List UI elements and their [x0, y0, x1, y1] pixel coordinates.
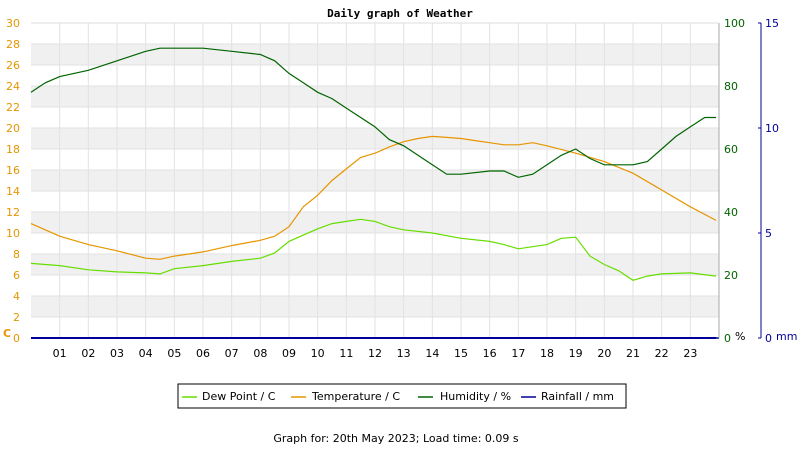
y-tick-label-mm: 10 [765, 122, 779, 135]
y-tick-label-mm: 15 [765, 17, 779, 30]
y-tick-label-percent: 60 [724, 143, 738, 156]
y-tick-label-celsius: 6 [13, 269, 20, 282]
x-tick-label: 13 [397, 347, 411, 360]
series-line-humidity [30, 47, 717, 178]
x-tick-label: 05 [167, 347, 181, 360]
y-tick-label-percent: 40 [724, 206, 738, 219]
y-tick-label-celsius: 16 [6, 164, 20, 177]
y-tick-label-percent: 0 [724, 332, 731, 345]
legend: Dew Point / C Temperature / C Humidity /… [177, 383, 627, 409]
y-tick-label-percent: 100 [724, 17, 745, 30]
x-tick-label: 15 [454, 347, 468, 360]
y-tick-label-celsius: 14 [6, 185, 20, 198]
y-tick-label-celsius: 22 [6, 101, 20, 114]
vertical-grid [59, 23, 691, 338]
y-tick-label-celsius: 20 [6, 122, 20, 135]
chart-title: Daily graph of Weather [327, 7, 473, 20]
x-tick-label: 22 [655, 347, 669, 360]
x-tick-label: 12 [368, 347, 382, 360]
legend-label-humidity: Humidity / % [440, 390, 511, 403]
x-tick-label: 11 [339, 347, 353, 360]
series-line-dewpoint [30, 218, 717, 281]
x-tick-label: 07 [225, 347, 239, 360]
y-tick-label-celsius: 24 [6, 80, 20, 93]
legend-label-temperature: Temperature / C [311, 390, 400, 403]
y-tick-label-celsius: 12 [6, 206, 20, 219]
series-line-temperature [30, 135, 717, 260]
y-axis-unit-mm: mm [776, 330, 797, 343]
x-tick-label: 23 [683, 347, 697, 360]
axes: 01 02 03 04 05 06 07 08 09 10 11 12 13 14 15 16 17 18 19 20… [3, 17, 797, 360]
x-tick-label: 17 [511, 347, 525, 360]
x-tick-label: 03 [110, 347, 124, 360]
x-tick-label: 18 [540, 347, 554, 360]
y-tick-label-celsius: 2 [13, 311, 20, 324]
y-tick-label-celsius: 10 [6, 227, 20, 240]
x-tick-label: 01 [53, 347, 67, 360]
x-tick-label: 09 [282, 347, 296, 360]
y-tick-label-celsius: 30 [6, 17, 20, 30]
y-tick-label-percent: 80 [724, 80, 738, 93]
y-tick-label-celsius: 8 [13, 248, 20, 261]
x-tick-label: 19 [569, 347, 583, 360]
x-tick-label: 08 [253, 347, 267, 360]
x-tick-label: 10 [311, 347, 325, 360]
x-tick-label: 16 [483, 347, 497, 360]
legend-box [177, 383, 627, 409]
x-tick-label: 04 [139, 347, 153, 360]
x-tick-label: 21 [626, 347, 640, 360]
x-tick-label: 06 [196, 347, 210, 360]
x-tick-label: 14 [425, 347, 439, 360]
y-tick-label-celsius: 0 [13, 332, 20, 345]
y-tick-label-celsius: 28 [6, 38, 20, 51]
y-axis-unit-celsius: C [3, 327, 11, 340]
y-tick-label-celsius: 26 [6, 59, 20, 72]
y-tick-label-celsius: 4 [13, 290, 20, 303]
y-axis-unit-percent: % [735, 330, 745, 343]
y-tick-label-mm: 0 [765, 332, 772, 345]
legend-label-rainfall: Rainfall / mm [541, 390, 614, 403]
x-tick-label: 20 [597, 347, 611, 360]
y-tick-label-percent: 20 [724, 269, 738, 282]
legend-label-dewpoint: Dew Point / C [202, 390, 276, 403]
y-tick-label-mm: 5 [765, 227, 772, 240]
y-tick-label-celsius: 18 [6, 143, 20, 156]
x-tick-label: 02 [81, 347, 95, 360]
footer-text: Graph for: 20th May 2023; Load time: 0.0… [273, 432, 519, 445]
